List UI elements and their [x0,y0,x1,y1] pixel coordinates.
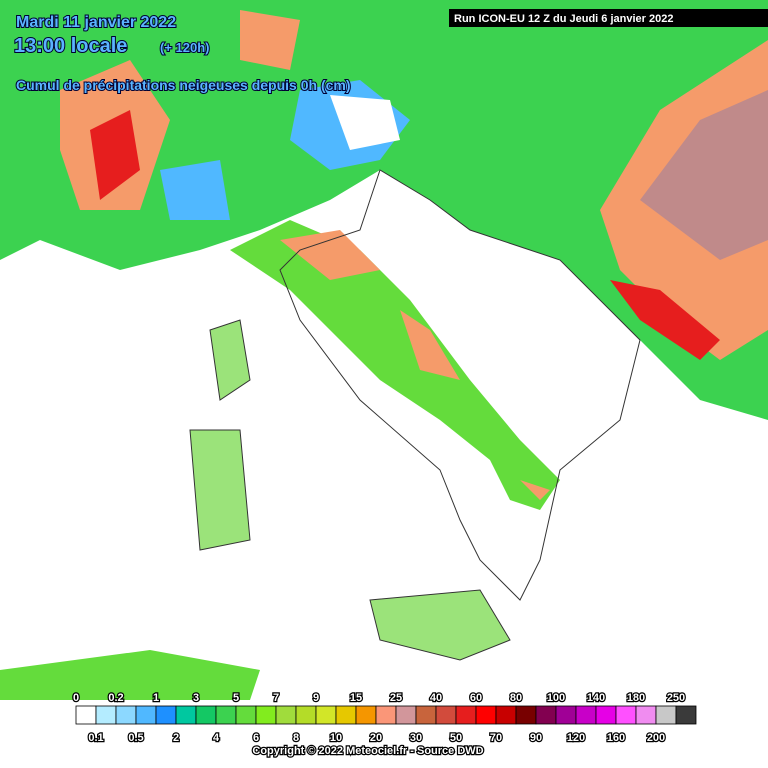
legend-swatch [335,705,357,725]
legend-swatch [475,705,497,725]
legend-label: 0.2 [108,692,123,704]
legend-swatch [255,705,277,725]
legend-swatch [175,705,197,725]
legend-swatch [295,705,317,725]
legend-label: 100 [547,692,565,704]
legend-label: 8 [293,732,299,744]
italy-coast [279,169,641,601]
legend-label: 180 [627,692,645,704]
apennines-green [230,220,560,510]
forecast-lead: (+ 120h) [160,40,210,55]
legend-swatch [375,705,397,725]
legend-swatch [495,705,517,725]
legend-label: 40 [430,692,442,704]
legend-label: 140 [587,692,605,704]
legend-swatch [275,705,297,725]
africa-snow [0,650,260,700]
legend-swatch [575,705,597,725]
legend-label: 7 [273,692,279,704]
legend-swatch [555,705,577,725]
legend-label: 80 [510,692,522,704]
legend-label: 160 [607,732,625,744]
legend-label: 90 [530,732,542,744]
legend: 0 0.1 0.2 0.5 1 2 3 4 5 6 7 8 9 10 15 20 25 30 40 50 60 70 80 9… [72,691,697,745]
legend-label: 10 [330,732,342,744]
legend-label: 6 [253,732,259,744]
legend-label: 1 [153,692,159,704]
legend-label: 70 [490,732,502,744]
legend-label: 0.5 [128,732,143,744]
legend-swatch [115,705,137,725]
legend-swatch [235,705,257,725]
legend-label: 2 [173,732,179,744]
legend-swatch [155,705,177,725]
legend-label: 25 [390,692,402,704]
legend-label: 0 [73,692,79,704]
islands [189,319,511,661]
legend-label: 60 [470,692,482,704]
run-banner [449,9,768,27]
run-info: Run ICON-EU 12 Z du Jeudi 6 janvier 2022 [454,13,673,25]
legend-swatch [75,705,97,725]
legend-swatch [515,705,537,725]
forecast-date: Mardi 11 janvier 2022 [16,14,176,31]
legend-label: 30 [410,732,422,744]
legend-label: 5 [233,692,239,704]
map-subtitle: Cumul de précipitations neigeuses depuis… [16,77,351,93]
snow-zone-brown [640,90,768,260]
legend-swatch [415,705,437,725]
snow-zone-green [0,0,768,420]
copyright: Copyright © 2022 Meteociel.fr - Source D… [252,745,483,757]
apennines-orange [280,230,550,500]
snow-free-zone [330,95,400,150]
legend-label: 120 [567,732,585,744]
legend-swatch [395,705,417,725]
legend-swatch [195,705,217,725]
legend-swatch [135,705,157,725]
legend-swatch [455,705,477,725]
legend-swatch [655,705,677,725]
legend-label: 20 [370,732,382,744]
legend-label: 250 [667,692,685,704]
legend-label: 9 [313,692,319,704]
legend-swatch [215,705,237,725]
legend-swatch [675,705,697,725]
legend-swatch [635,705,657,725]
legend-label: 200 [647,732,665,744]
legend-swatch [615,705,637,725]
legend-label: 15 [350,692,362,704]
legend-label: 50 [450,732,462,744]
legend-swatch [535,705,557,725]
legend-swatch [595,705,617,725]
legend-swatch [355,705,377,725]
legend-label: 4 [213,732,220,744]
legend-swatch [435,705,457,725]
legend-label: 3 [193,692,199,704]
legend-label: 0.1 [88,732,103,744]
legend-swatch [95,705,117,725]
legend-swatch [315,705,337,725]
forecast-time: 13:00 locale [14,35,127,57]
